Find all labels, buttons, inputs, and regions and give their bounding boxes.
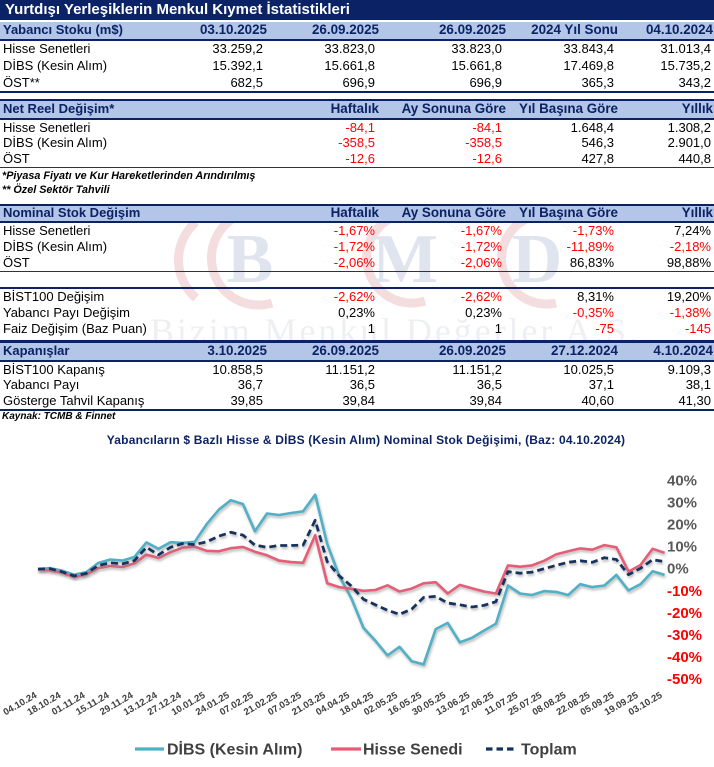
svg-text:40%: 40% [667,472,697,489]
svg-text:DİBS (Kesin Alım): DİBS (Kesin Alım) [167,741,302,759]
svg-text:D: D [512,221,563,298]
svg-text:Hisse Senedi: Hisse Senedi [363,742,463,759]
svg-text:Toplam: Toplam [521,742,577,759]
svg-text:-40%: -40% [667,649,702,666]
svg-text:-20%: -20% [667,605,702,622]
svg-text:0%: 0% [667,561,689,578]
svg-text:B: B [227,221,274,298]
svg-text:20%: 20% [667,517,697,534]
svg-text:-50%: -50% [667,671,702,688]
svg-text:-10%: -10% [667,583,702,600]
svg-text:M: M [372,221,438,298]
svg-text:30%: 30% [667,494,697,511]
svg-text:10%: 10% [667,539,697,556]
svg-text:-30%: -30% [667,627,702,644]
